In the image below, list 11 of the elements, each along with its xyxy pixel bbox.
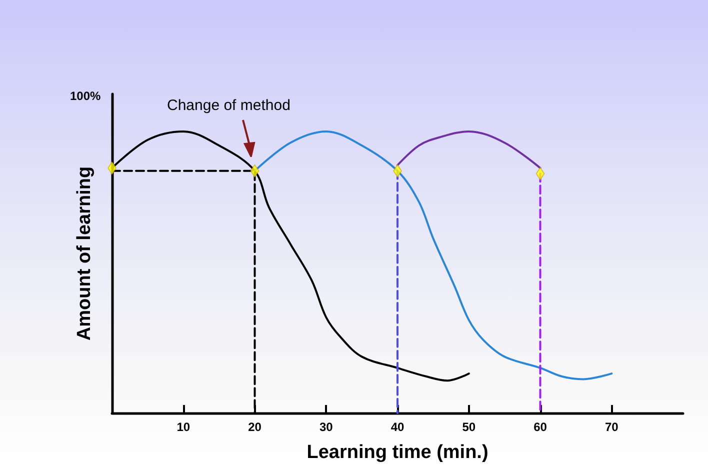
x-tick-label: 50 (462, 420, 476, 434)
x-tick-label: 40 (390, 420, 404, 434)
x-axis-title: Learning time (min.) (306, 442, 488, 463)
x-tick-label: 30 (319, 420, 334, 434)
x-tick-label: 60 (534, 420, 548, 434)
x-tick-label: 10 (176, 420, 190, 434)
x-tick-label: 20 (248, 420, 262, 434)
y-axis-title: Amount of learning (74, 166, 95, 341)
x-tick-label: 70 (604, 420, 619, 434)
text: 100% (70, 89, 101, 103)
text: Change of method (167, 97, 290, 114)
